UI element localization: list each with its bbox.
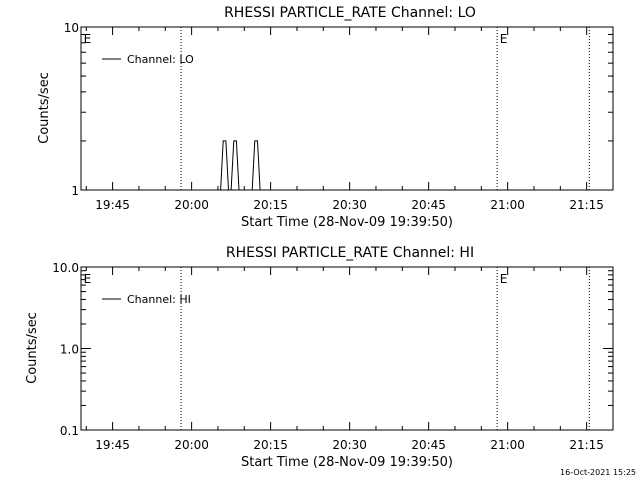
x-tick-label: 19:45 [95,198,130,212]
chart-title: RHESSI PARTICLE_RATE Channel: LO [224,5,476,21]
y-tick-label: 0.1 [60,424,79,438]
render-timestamp: 16-Oct-2021 15:25 [560,468,636,477]
x-axis-label: Start Time (28-Nov-09 19:39:50) [241,455,453,470]
x-tick-label: 20:45 [411,198,446,212]
legend-label: Channel: HI [127,293,191,306]
x-tick-label: 21:00 [490,198,525,212]
y-tick-label: 10 [64,21,79,35]
legend-label: Channel: LO [127,53,194,66]
y-axis-label: Counts/sec [25,312,40,384]
hi-channel-panel: RHESSI PARTICLE_RATE Channel: HI Start T… [25,245,614,470]
y-tick-label: 10.0 [52,261,79,275]
x-tick-label: 20:30 [332,198,367,212]
x-tick-label: 20:00 [174,438,209,452]
x-tick-label: 21:15 [569,438,604,452]
x-axis-label: Start Time (28-Nov-09 19:39:50) [241,215,453,230]
lo-channel-panel: RHESSI PARTICLE_RATE Channel: LO Start T… [37,5,614,230]
chart-title: RHESSI PARTICLE_RATE Channel: HI [226,245,474,261]
y-tick-label: 1.0 [60,343,79,357]
x-tick-label: 20:45 [411,438,446,452]
event-marker: E [84,32,92,46]
series-line [85,140,608,191]
event-marker: E [500,32,508,46]
event-marker: E [500,272,508,286]
x-tick-label: 20:00 [174,198,209,212]
x-tick-label: 21:00 [490,438,525,452]
event-marker: E [84,272,92,286]
x-tick-label: 20:15 [253,198,288,212]
y-axis-label: Counts/sec [37,72,52,144]
y-tick-label: 1 [71,184,79,198]
x-tick-label: 20:30 [332,438,367,452]
x-tick-label: 20:15 [253,438,288,452]
plot-frame [80,26,614,191]
x-tick-label: 21:15 [569,198,604,212]
plot-frame [80,266,614,431]
x-tick-label: 19:45 [95,438,130,452]
